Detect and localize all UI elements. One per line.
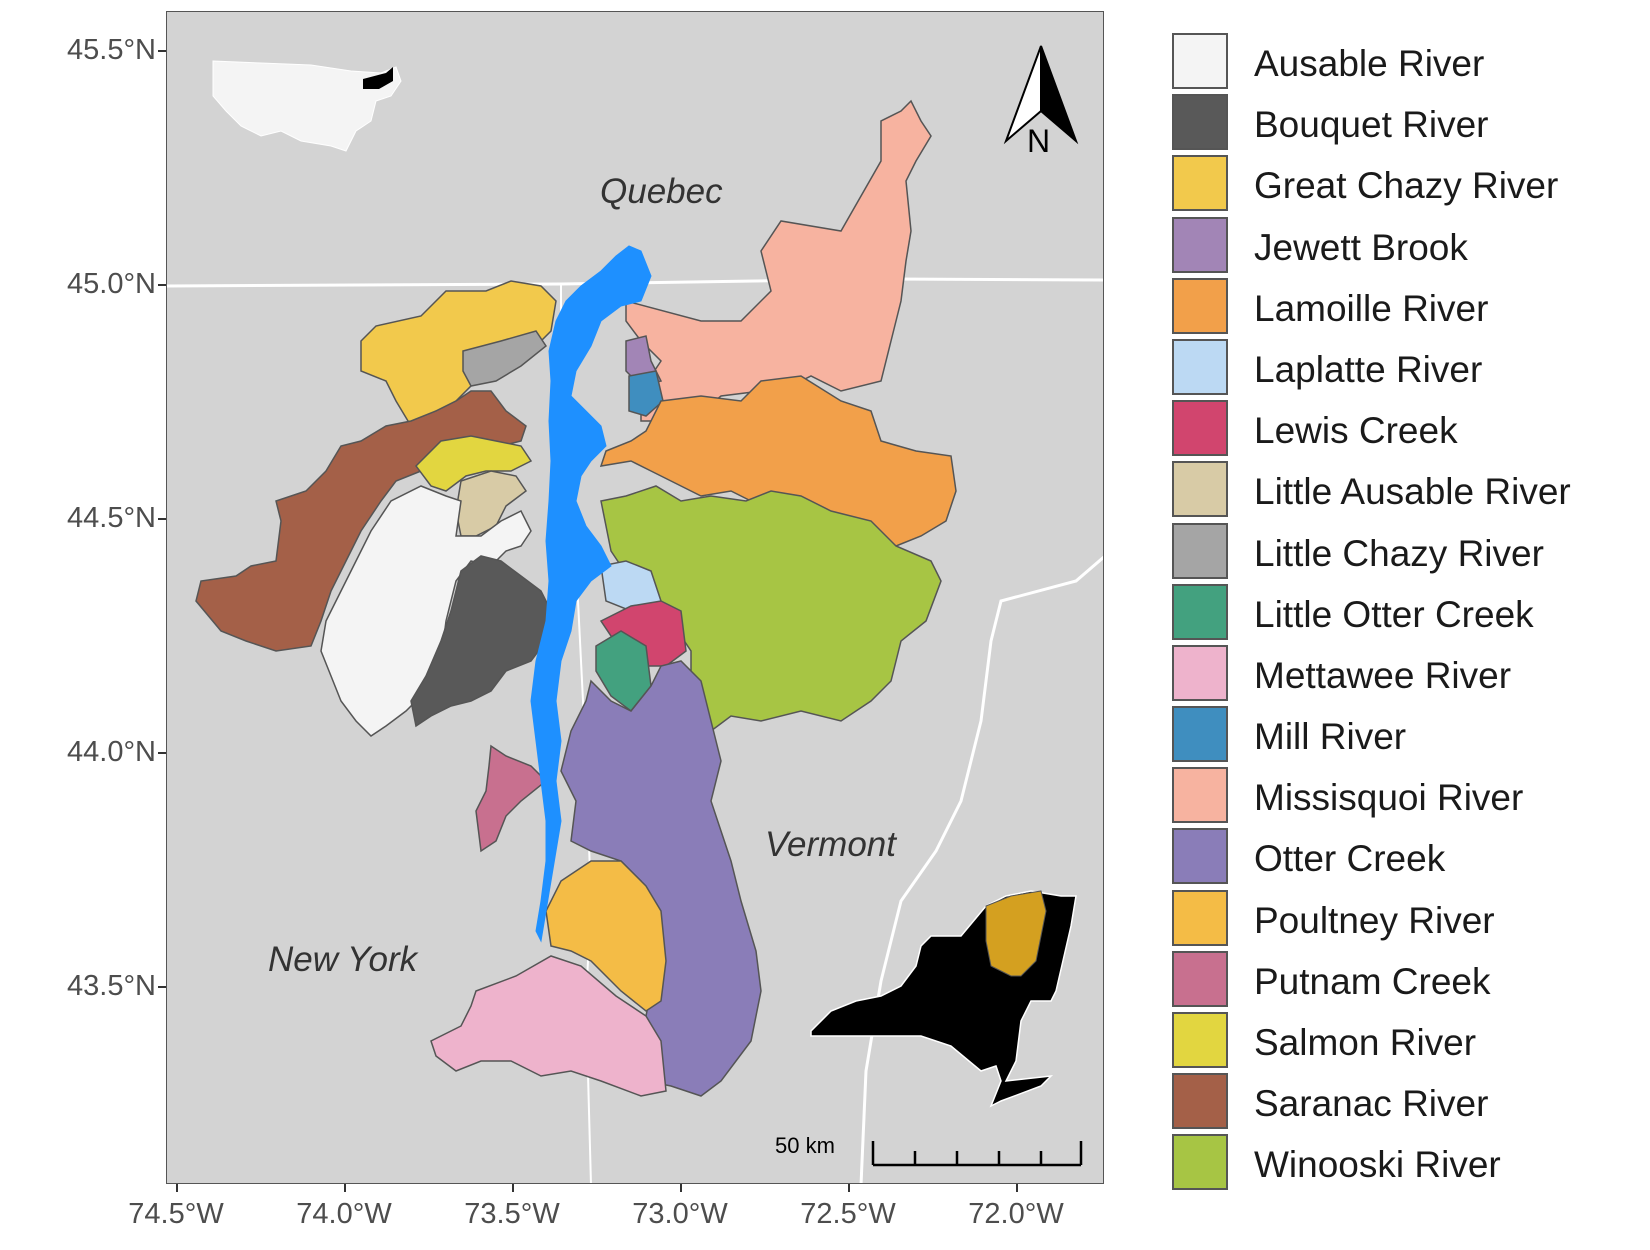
x-tick-74-5: 74.5°W (128, 1198, 224, 1230)
legend-label: Missisquoi River (1254, 777, 1524, 819)
legend-swatch (1172, 400, 1228, 457)
legend-label: Salmon River (1254, 1022, 1477, 1063)
x-tick-mark (176, 1184, 178, 1192)
legend-label: Winooski River (1254, 1144, 1501, 1186)
new-york-inset-mark (363, 67, 393, 89)
legend-swatch (1172, 1012, 1228, 1068)
y-tick-mark (158, 518, 166, 520)
lake-champlain (530, 245, 652, 943)
legend-swatch (1172, 706, 1228, 763)
watershed-otter-creek (560, 660, 762, 1097)
legend-swatch (1172, 155, 1228, 212)
x-tick-74-0: 74.0°W (296, 1198, 392, 1230)
y-tick-mark (158, 50, 166, 52)
usa-inset-map (212, 60, 402, 152)
map-canvas (167, 45, 1103, 1183)
legend-swatch (1172, 522, 1228, 579)
x-tick-73-0: 73.0°W (632, 1198, 728, 1230)
x-tick-72-0: 72.0°W (968, 1198, 1064, 1230)
legend-swatch (1172, 583, 1228, 640)
legend-label: Lamoille River (1254, 287, 1489, 329)
x-tick-mark (1016, 1184, 1018, 1192)
legend-swatch (1172, 1073, 1228, 1130)
north-label: N (1027, 123, 1051, 159)
legend-swatch (1172, 461, 1228, 518)
legend-swatch (1172, 338, 1228, 395)
region-label-vermont: Vermont (765, 825, 896, 864)
y-tick-44-5: 44.5°N (67, 502, 156, 534)
watershed-little-chazy (462, 330, 548, 387)
x-tick-mark (848, 1184, 850, 1192)
legend-swatch (1172, 644, 1228, 701)
legend-label: Mettawee River (1254, 654, 1512, 696)
watershed-putnam-creek (475, 744, 548, 853)
north-arrow-icon (1003, 45, 1079, 145)
legend-swatch (1172, 889, 1228, 946)
legend-label: Great Chazy River (1254, 165, 1559, 207)
scale-bar-label: 50 km (775, 1133, 835, 1158)
x-tick-mark (680, 1184, 682, 1192)
legend-label: Saranac River (1254, 1083, 1489, 1125)
legend-swatch (1172, 33, 1228, 89)
watershed-mill-river (628, 370, 664, 417)
legend-swatch (1172, 277, 1228, 334)
map-panel[interactable] (166, 11, 1104, 1184)
x-tick-72-5: 72.5°W (800, 1198, 896, 1230)
watershed-missisquoi (625, 99, 932, 422)
y-tick-43-5: 43.5°N (67, 970, 156, 1002)
y-tick-mark (158, 986, 166, 988)
legend-label: Poultney River (1254, 899, 1495, 941)
legend-swatch (1172, 1134, 1228, 1191)
legend-label: Otter Creek (1254, 838, 1446, 880)
legend-label: Laplatte River (1254, 348, 1483, 390)
legend-swatch (1172, 828, 1228, 885)
watershed-bouquet (410, 555, 552, 728)
watershed-salmon (415, 435, 533, 492)
legend-label: Bouquet River (1254, 104, 1489, 146)
y-tick-45-0: 45.0°N (67, 268, 156, 300)
legend-label: Jewett Brook (1254, 226, 1468, 268)
legend-label: Mill River (1254, 716, 1407, 758)
legend-label: Putnam Creek (1254, 960, 1491, 1002)
scale-bar (871, 1141, 1083, 1167)
legend-swatch (1172, 94, 1228, 151)
quebec-border (167, 277, 1103, 288)
legend-label: Ausable River (1254, 43, 1485, 84)
y-tick-mark (158, 752, 166, 754)
region-label-quebec: Quebec (600, 172, 723, 211)
legend-swatch (1172, 767, 1228, 824)
legend-swatch (1172, 216, 1228, 273)
watershed-mettawee (430, 955, 667, 1097)
lake-champlain-basin-inset (985, 890, 1047, 977)
legend-label: Little Chazy River (1254, 532, 1544, 574)
x-tick-mark (344, 1184, 346, 1192)
legend-label: Little Ausable River (1254, 471, 1571, 513)
region-label-new-york: New York (268, 940, 418, 979)
watershed-poultney (545, 860, 667, 1012)
y-tick-44-0: 44.0°N (67, 736, 156, 768)
y-tick-mark (158, 284, 166, 286)
x-tick-mark (512, 1184, 514, 1192)
legend-label: Little Otter Creek (1254, 593, 1534, 635)
y-tick-45-5: 45.5°N (67, 34, 156, 66)
legend-swatch (1172, 950, 1228, 1007)
x-tick-73-5: 73.5°W (464, 1198, 560, 1230)
legend-label: Lewis Creek (1254, 410, 1458, 452)
